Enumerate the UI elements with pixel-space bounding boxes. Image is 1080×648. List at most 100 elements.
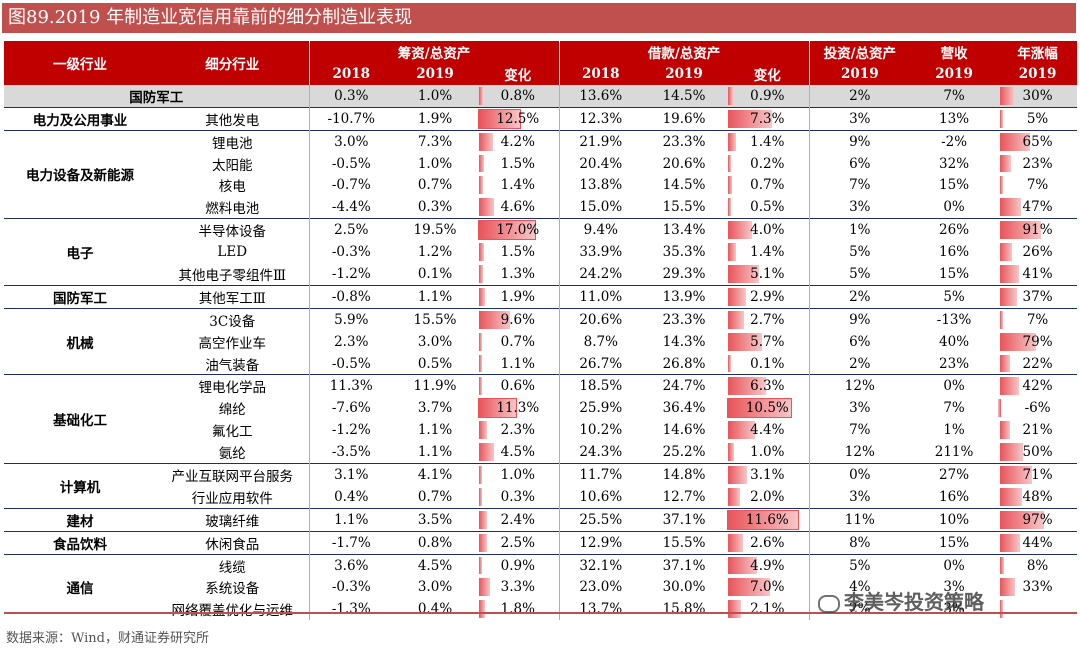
- price-change-2019-value: 37%: [1022, 288, 1053, 305]
- data-bar: [728, 109, 773, 128]
- data-bar: [479, 487, 482, 506]
- header-borrow: 借款/总资产: [558, 41, 810, 63]
- invest-2019: 2%: [808, 84, 911, 108]
- borrow-2018: 10.6%: [558, 485, 643, 509]
- borrow-2019: 14.5%: [662, 177, 706, 194]
- borrow-change: 2.1%: [726, 598, 809, 620]
- revenue-2019: 15%: [939, 265, 970, 282]
- borrow-2018: 11.7%: [558, 463, 643, 486]
- invest-2019: 2%: [808, 598, 911, 621]
- borrow-change: 0.9%: [726, 84, 810, 108]
- finance-change: 0.7%: [477, 331, 559, 353]
- revenue-2019: 1%: [943, 422, 965, 439]
- finance-change-value: 1.5%: [500, 244, 535, 261]
- borrow-2019: 14.8%: [642, 463, 727, 486]
- table-row: 电子 半导体设备 2.5% 19.5% 17.0% 9.4% 13.4% 4.0% 1% 26% 9…: [4, 218, 1078, 286]
- borrow-2018: 23.0%: [558, 576, 643, 599]
- borrow-change: 0.1%: [726, 353, 809, 375]
- finance-change: 0.6%: [477, 374, 560, 398]
- sub-industry: LED: [217, 244, 248, 261]
- data-bar: [1000, 132, 1030, 151]
- industry-group-label: 电力设备及新能源: [26, 168, 134, 185]
- data-table: 一级行业 细分行业 筹资/总资产 借款/总资产 投资/总资产 营收 年涨幅 20…: [4, 41, 1078, 621]
- header-f2018: 2018: [308, 63, 393, 85]
- finance-2018: -4.4%: [308, 196, 393, 219]
- data-bar: [728, 354, 732, 373]
- data-bar: [1000, 466, 1033, 484]
- price-change-2019-value: 41%: [1022, 265, 1053, 282]
- price-change-2019: -6%: [998, 397, 1077, 419]
- price-change-2019-value: 71%: [1022, 466, 1053, 483]
- finance-2018: -1.2%: [308, 419, 393, 442]
- price-change-2019-value: 91%: [1022, 222, 1053, 239]
- borrow-change: 2.6%: [726, 530, 810, 555]
- finance-change-value: 4.2%: [500, 133, 535, 150]
- header-col1: 一级行业: [4, 41, 156, 85]
- price-change-2019: 7%: [998, 307, 1078, 331]
- finance-change-value: 1.0%: [500, 466, 535, 483]
- revenue-2019: 0%: [910, 553, 999, 577]
- borrow-change: 1.4%: [726, 129, 810, 153]
- price-change-2019-value: 79%: [1022, 333, 1053, 350]
- borrow-change-value: 7.3%: [750, 110, 785, 127]
- price-change-2019-value: 30%: [1022, 87, 1053, 104]
- table-row: 太阳能 -0.5% 1.0% 1.5% 20.4% 20.6% 0.2% 6% 32% 23%: [4, 152, 1077, 175]
- borrow-2019: 12.7%: [662, 488, 706, 505]
- finance-2019: 0.3%: [417, 199, 453, 216]
- data-bar: [1000, 487, 1022, 506]
- price-change-2019-value: 42%: [1022, 378, 1053, 395]
- finance-change-value: 0.8%: [500, 87, 535, 104]
- borrow-2019: 26.8%: [662, 355, 706, 372]
- industry-group-label: 国防军工: [53, 290, 107, 307]
- borrow-2019: 14.6%: [662, 422, 706, 439]
- borrow-change-value: 7.0%: [750, 579, 785, 596]
- data-bar: [479, 154, 485, 173]
- revenue-2019: 7%: [943, 400, 965, 417]
- data-bar: [1000, 443, 1023, 462]
- table-row: 系统设备 -0.3% 3.0% 3.3% 23.0% 30.0% 7.0% 4% 3% 33%: [4, 576, 1077, 599]
- finance-2018: 2.5%: [308, 218, 393, 242]
- invest-2019: 5%: [808, 241, 911, 264]
- data-bar: [728, 443, 735, 462]
- data-bar: [998, 399, 1002, 418]
- finance-change: 3.3%: [477, 576, 559, 598]
- finance-change-value: 0.6%: [500, 378, 535, 395]
- data-bar: [1000, 221, 1042, 240]
- borrow-change-value: 10.5%: [745, 400, 789, 417]
- table-body: 国防军工 0.3% 1.0% 0.8% 13.6% 14.5% 0.9% 2% 7% 30% 电力及…: [4, 84, 1078, 621]
- borrow-change: 0.2%: [726, 153, 809, 175]
- finance-2019: 1.9%: [393, 106, 477, 131]
- borrow-change-value: 5.1%: [750, 265, 785, 282]
- borrow-2019: 29.3%: [662, 265, 706, 282]
- sub-industry: 产业互联网平台服务: [156, 463, 309, 486]
- revenue-2019: 211%: [934, 444, 974, 461]
- price-change-2019: 21%: [998, 419, 1077, 441]
- data-bar: [479, 510, 487, 529]
- data-bar: [1000, 109, 1004, 128]
- revenue-2019: 16%: [939, 244, 970, 261]
- borrow-change-value: 2.6%: [750, 534, 785, 551]
- finance-2019: 19.5%: [393, 218, 477, 242]
- data-bar: [728, 221, 752, 240]
- header-inv2019: 2019: [808, 63, 911, 85]
- data-bar: [479, 287, 486, 306]
- table-row: 机械 3C设备 5.9% 15.5% 9.6% 20.6% 23.3% 2.7% 9% -13% 7…: [4, 307, 1078, 375]
- borrow-2019: 30.0%: [662, 579, 706, 596]
- price-change-2019-value: 33%: [1022, 579, 1053, 596]
- revenue-2019: 5%: [910, 284, 999, 309]
- data-bar: [479, 265, 484, 283]
- price-change-2019: 91%: [998, 218, 1078, 242]
- price-change-2019: 37%: [998, 284, 1078, 309]
- price-change-2019-value: 48%: [1022, 488, 1053, 505]
- borrow-2018: 25.9%: [558, 397, 643, 420]
- table-row: 油气装备 -0.5% 0.5% 1.1% 26.7% 26.8% 0.1% 2% 23% 22%: [4, 352, 1077, 375]
- price-change-2019: 97%: [998, 507, 1078, 532]
- borrow-2019: 14.3%: [662, 333, 706, 350]
- sub-industry: 氨纶: [218, 446, 246, 463]
- sub-industry: 燃料电池: [205, 201, 260, 218]
- industry-group-label: 计算机: [59, 479, 101, 496]
- sub-industry: 锂电化学品: [156, 374, 309, 398]
- sub-industry: 氟化工: [212, 424, 253, 441]
- finance-2018: -3.5%: [308, 441, 393, 464]
- data-bar: [728, 421, 755, 440]
